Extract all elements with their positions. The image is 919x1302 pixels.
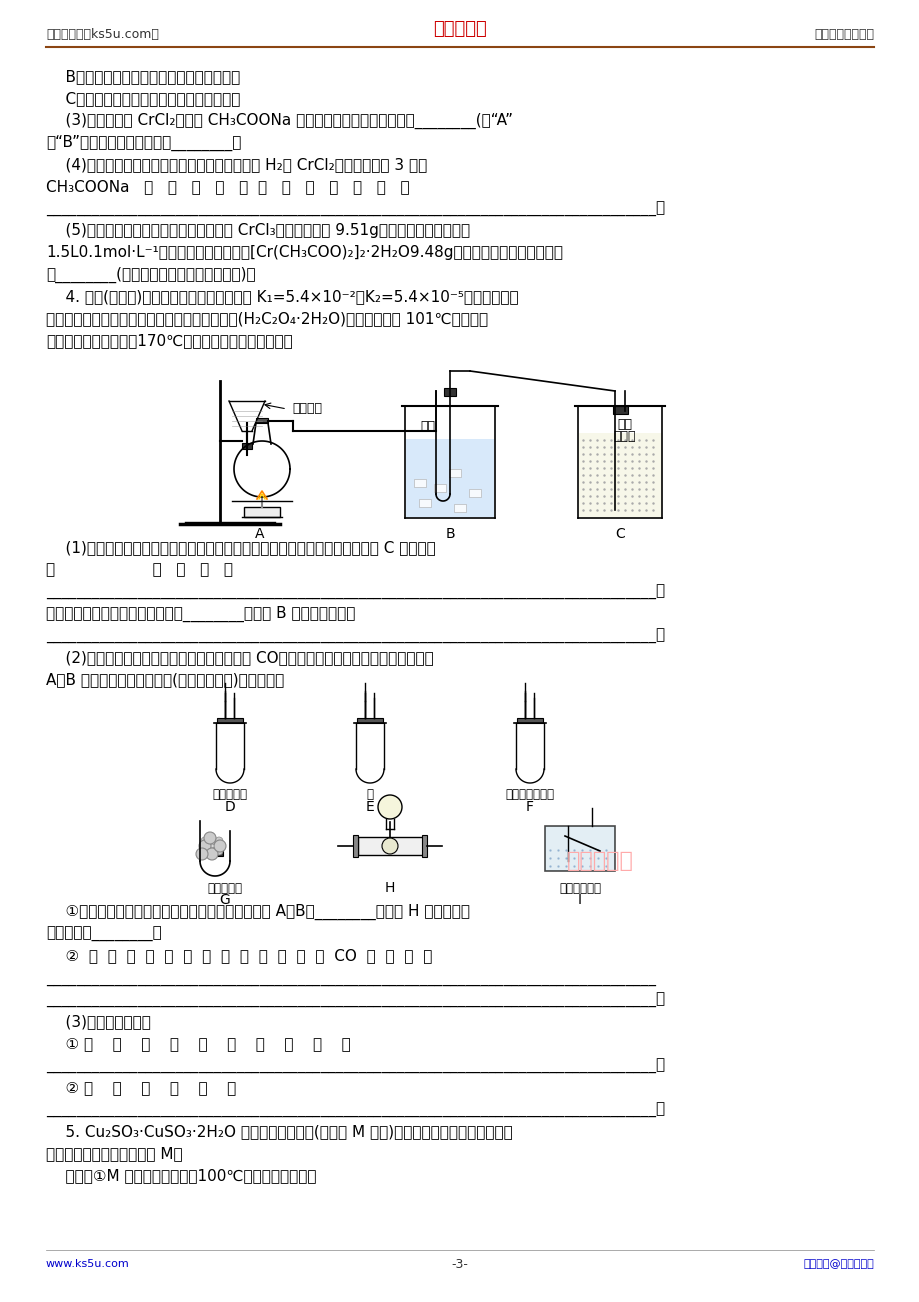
Text: 浓氢氧化钠溶液: 浓氢氧化钠溶液 bbox=[505, 789, 554, 802]
Circle shape bbox=[199, 840, 210, 852]
Text: (3)为使生成的 CrCl₂溶液与 CH₃COONa 溶液顺利混合，应关闭止水夹________(填“A”: (3)为使生成的 CrCl₂溶液与 CH₃COONa 溶液顺利混合，应关闭止水夹… bbox=[46, 113, 513, 129]
Text: 为________(不考虑溶解的醋酸亚铬水合物)。: 为________(不考虑溶解的醋酸亚铬水合物)。 bbox=[46, 267, 255, 283]
Text: ①乙组同学的实验装置中，依次连接的合理顺序为 A、B、________。装置 H 反应管中盛: ①乙组同学的实验装置中，依次连接的合理顺序为 A、B、________。装置 H… bbox=[46, 904, 470, 921]
Bar bbox=[418, 499, 430, 506]
Text: 高考资源网: 高考资源网 bbox=[433, 20, 486, 38]
Text: 水，受热脱水、升华，170℃以上分解。回答下列问题：: 水，受热脱水、升华，170℃以上分解。回答下列问题： bbox=[46, 333, 292, 349]
Bar bbox=[414, 479, 425, 487]
Text: ________________________________________________________________________________: ________________________________________… bbox=[46, 1059, 664, 1074]
Text: 石灰水: 石灰水 bbox=[613, 430, 636, 443]
Text: B．先加三氯化铬溶液一段时间后再加盐酸: B．先加三氯化铬溶液一段时间后再加盐酸 bbox=[46, 69, 240, 85]
Bar bbox=[207, 848, 222, 855]
Text: 无水氯化钙: 无水氯化钙 bbox=[208, 881, 243, 894]
Text: (3)设计实验证明：: (3)设计实验证明： bbox=[46, 1014, 151, 1030]
Text: 的纯度，并以其为原料制备 M。: 的纯度，并以其为原料制备 M。 bbox=[46, 1147, 183, 1161]
Text: ②  能  证  明  草  酸  晶  体  分  解  产  物  中  有  CO  的  现  象  是: ② 能 证 明 草 酸 晶 体 分 解 产 物 中 有 CO 的 现 象 是 bbox=[46, 948, 432, 963]
Text: 有的物质是________。: 有的物质是________。 bbox=[46, 927, 162, 941]
Circle shape bbox=[208, 848, 216, 855]
Bar bbox=[469, 490, 481, 497]
Text: 澄清: 澄清 bbox=[617, 418, 632, 431]
Bar bbox=[244, 506, 279, 517]
Text: www.ks5u.com: www.ks5u.com bbox=[46, 1259, 130, 1269]
Text: 澄清石灰水: 澄清石灰水 bbox=[212, 789, 247, 802]
Bar bbox=[612, 406, 628, 414]
Bar bbox=[544, 825, 614, 871]
Text: I: I bbox=[577, 893, 582, 907]
Text: 或“B”，下同），打开止水夹________。: 或“B”，下同），打开止水夹________。 bbox=[46, 135, 241, 151]
Text: F: F bbox=[526, 799, 533, 814]
Text: ________________________________________________________________________________: ________________________________________… bbox=[46, 970, 655, 986]
Text: ________________________________________________________________________________: ________________________________________… bbox=[46, 1103, 664, 1117]
Bar bbox=[353, 835, 357, 857]
Text: A、B 和下图所示的部分装置(可以重复选用)进行实验。: A、B 和下图所示的部分装置(可以重复选用)进行实验。 bbox=[46, 673, 284, 687]
Text: (2)乙组同学认为草酸晶体分解的产物中还有 CO，为进行验证，选用甲组实验中的装置: (2)乙组同学认为草酸晶体分解的产物中还有 CO，为进行验证，选用甲组实验中的装… bbox=[46, 651, 433, 665]
Text: 高考资源网: 高考资源网 bbox=[566, 852, 633, 871]
Circle shape bbox=[378, 796, 402, 819]
Circle shape bbox=[200, 848, 209, 855]
Text: ________________________________________________________________________________: ________________________________________… bbox=[46, 629, 664, 643]
Text: (5)已知其他反应物足量，实验时取用的 CrCl₃溶液中含溶质 9.51g，取用的醋酸钠溶液为: (5)已知其他反应物足量，实验时取用的 CrCl₃溶液中含溶质 9.51g，取用… bbox=[46, 224, 470, 238]
Text: 4. 草酸(乙二酸)存在于自然界的植物中，其 K₁=5.4×10⁻²，K₂=5.4×10⁻⁵。草酸的钠盐: 4. 草酸(乙二酸)存在于自然界的植物中，其 K₁=5.4×10⁻²，K₂=5.… bbox=[46, 289, 518, 305]
Text: A: A bbox=[255, 527, 265, 542]
Bar bbox=[578, 434, 662, 517]
Bar bbox=[217, 717, 243, 723]
Circle shape bbox=[200, 837, 209, 845]
Text: CH₃COONa   溶   液   反   应   外  ，   另   一   个   作   用   是: CH₃COONa 溶 液 反 应 外 ， 另 一 个 作 用 是 bbox=[46, 180, 409, 194]
Text: 草酸晶体: 草酸晶体 bbox=[291, 402, 322, 415]
Text: 1.5L0.1mol·L⁻¹；实验后得干燥纯净的[Cr(CH₃COO)₂]₂·2H₂O9.48g，则该实验所得产品的产率: 1.5L0.1mol·L⁻¹；实验后得干燥纯净的[Cr(CH₃COO)₂]₂·2… bbox=[46, 246, 562, 260]
Text: 您身边的高考专家: 您身边的高考专家 bbox=[813, 27, 873, 40]
Bar bbox=[444, 388, 456, 396]
Bar bbox=[357, 717, 382, 723]
Text: ________________________________________________________________________________: ________________________________________… bbox=[46, 202, 664, 216]
Text: 高考资源网（ks5u.com）: 高考资源网（ks5u.com） bbox=[46, 27, 159, 40]
Bar bbox=[405, 439, 494, 517]
Bar bbox=[516, 717, 542, 723]
Circle shape bbox=[214, 840, 226, 852]
Text: 和钾盐易溶于水，而其钙盐难溶于水。草酸晶体(H₂C₂O₄·2H₂O)无色，熔点为 101℃，易溶于: 和钾盐易溶于水，而其钙盐难溶于水。草酸晶体(H₂C₂O₄·2H₂O)无色，熔点为… bbox=[46, 311, 488, 327]
Text: 版权所有@高考资源网: 版权所有@高考资源网 bbox=[802, 1259, 873, 1269]
Bar bbox=[453, 504, 466, 512]
Text: 到                    的   现   象   是: 到 的 现 象 是 bbox=[46, 562, 233, 578]
Text: E: E bbox=[365, 799, 374, 814]
Text: (1)甲组同学按照如图所示的装置，通过实验检验草酸晶体的分解产物。装置 C 中可观察: (1)甲组同学按照如图所示的装置，通过实验检验草酸晶体的分解产物。装置 C 中可… bbox=[46, 540, 436, 556]
Text: ② 草    酸    为    二    元    酸: ② 草 酸 为 二 元 酸 bbox=[46, 1081, 236, 1095]
Text: 5. Cu₂SO₃·CuSO₃·2H₂O 是一种深红色固体(以下用 M 表示)。某学习小组拟测定胆矾样品: 5. Cu₂SO₃·CuSO₃·2H₂O 是一种深红色固体(以下用 M 表示)。… bbox=[46, 1125, 512, 1139]
Text: ________________________________________________________________________________: ________________________________________… bbox=[46, 992, 664, 1008]
Text: ________________________________________________________________________________: ________________________________________… bbox=[46, 585, 664, 599]
Circle shape bbox=[206, 848, 218, 861]
Text: 由此可知草酸晶体分解的产物中有________。装置 B 中的主要作用是: 由此可知草酸晶体分解的产物中有________。装置 B 中的主要作用是 bbox=[46, 605, 355, 622]
Text: 已知：①M 不溶于水和乙醇，100℃时发生分解反应；: 已知：①M 不溶于水和乙醇，100℃时发生分解反应； bbox=[46, 1168, 316, 1184]
Text: ① 草    酸    的    酸    性    比    碳    酸    的    强: ① 草 酸 的 酸 性 比 碳 酸 的 强 bbox=[46, 1036, 350, 1052]
Text: (4)本实验中锌粒要过量，其原因除了让产生的 H₂将 CrCl₂溶液压入装置 3 中与: (4)本实验中锌粒要过量，其原因除了让产生的 H₂将 CrCl₂溶液压入装置 3… bbox=[46, 158, 426, 172]
Bar bbox=[434, 484, 446, 492]
Text: D: D bbox=[224, 799, 235, 814]
Text: 冰水: 冰水 bbox=[420, 419, 435, 432]
Bar bbox=[242, 443, 252, 449]
Text: G: G bbox=[220, 893, 230, 907]
Circle shape bbox=[381, 838, 398, 854]
Circle shape bbox=[196, 848, 208, 861]
Circle shape bbox=[208, 837, 216, 845]
Bar bbox=[448, 469, 460, 477]
Circle shape bbox=[204, 832, 216, 844]
Text: 水: 水 bbox=[366, 789, 373, 802]
Bar bbox=[422, 835, 426, 857]
Text: -3-: -3- bbox=[451, 1258, 468, 1271]
Text: 排水集气装置: 排水集气装置 bbox=[559, 881, 600, 894]
Text: C: C bbox=[615, 527, 624, 542]
Text: H: H bbox=[384, 881, 395, 894]
Circle shape bbox=[215, 837, 222, 845]
Bar bbox=[255, 418, 267, 423]
Circle shape bbox=[215, 848, 222, 855]
Text: B: B bbox=[445, 527, 454, 542]
Text: C．先加盐酸一段时间后再加三氯化铬溶液: C．先加盐酸一段时间后再加三氯化铬溶液 bbox=[46, 91, 240, 107]
Bar bbox=[357, 837, 423, 855]
